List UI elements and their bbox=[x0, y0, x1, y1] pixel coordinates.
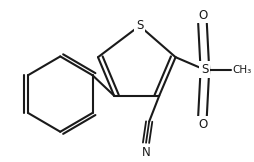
Text: CH₃: CH₃ bbox=[232, 65, 252, 75]
Text: S: S bbox=[136, 18, 143, 32]
Text: N: N bbox=[142, 146, 150, 159]
Text: S: S bbox=[201, 63, 209, 76]
Text: O: O bbox=[198, 118, 207, 131]
Text: O: O bbox=[198, 9, 207, 22]
